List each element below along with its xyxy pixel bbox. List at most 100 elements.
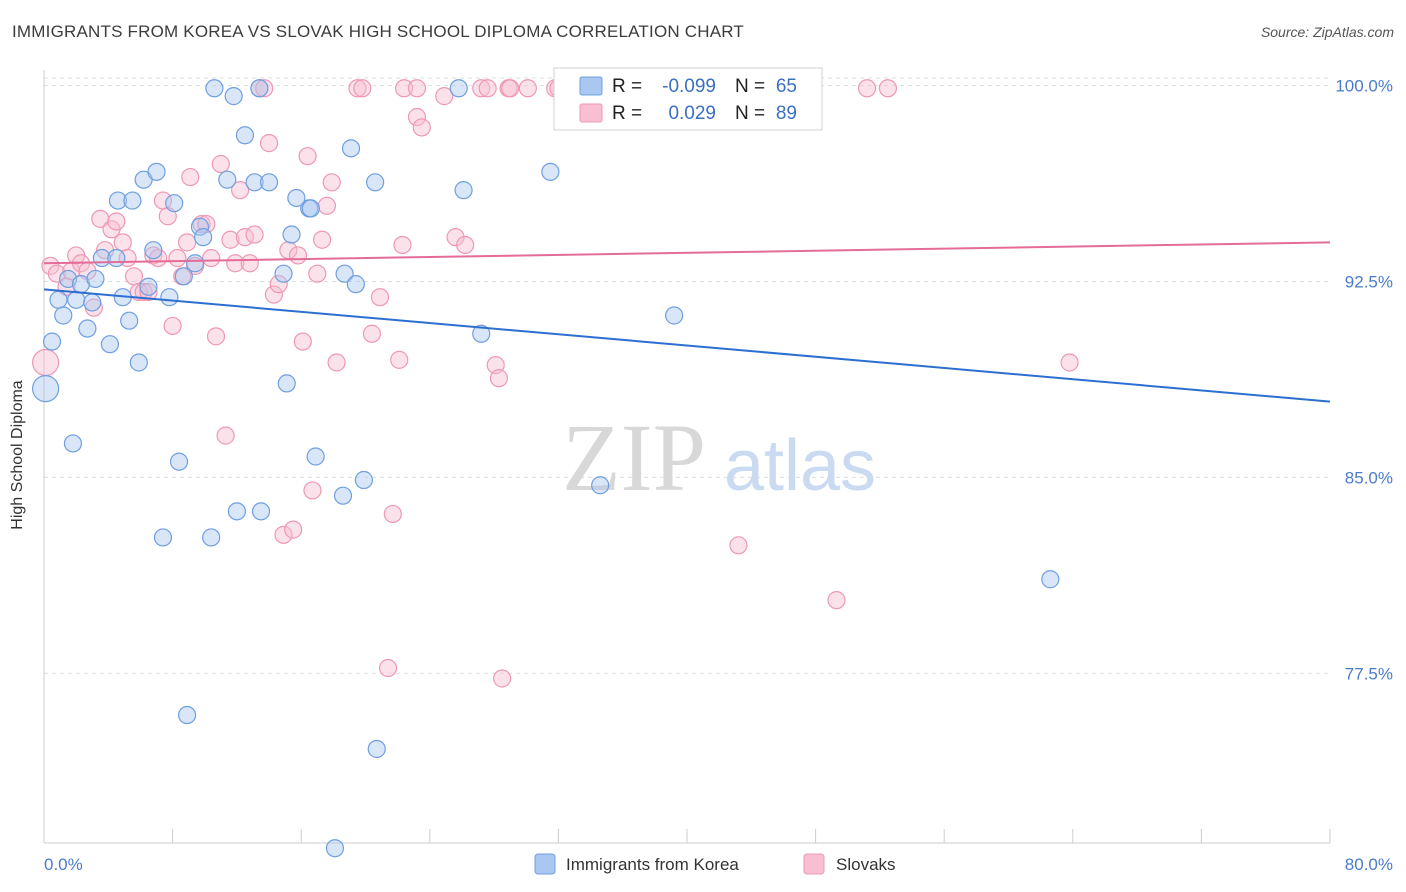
legend-n-label-slovak: N = xyxy=(735,103,765,124)
axes xyxy=(43,70,1331,844)
korea-point xyxy=(67,290,86,309)
slovak-point xyxy=(293,332,312,351)
korea-point xyxy=(108,191,128,210)
series-legend-label-korea[interactable]: Immigrants from Korea xyxy=(566,855,739,874)
slovak-trend-line xyxy=(43,241,1331,265)
korea-point xyxy=(205,79,224,98)
korea-point xyxy=(335,264,354,283)
korea-point xyxy=(54,306,73,325)
slovak-point xyxy=(274,525,293,544)
slovak-point xyxy=(139,282,158,302)
slovak-point xyxy=(124,267,144,286)
korea-point xyxy=(287,188,306,208)
series-legend-swatch-slovak[interactable] xyxy=(803,853,825,875)
slovak-point xyxy=(113,233,132,252)
korea-point xyxy=(218,170,237,189)
korea-point xyxy=(354,470,373,490)
slovak-point xyxy=(378,658,398,678)
series-legend-label-slovak[interactable]: Slovaks xyxy=(836,855,896,874)
korea-point xyxy=(186,254,205,273)
korea-point xyxy=(42,332,62,351)
korea-point xyxy=(277,374,296,393)
slovak-point xyxy=(412,118,431,137)
gridlines xyxy=(44,77,1330,674)
chart-title: IMMIGRANTS FROM KOREA VS SLOVAK HIGH SCH… xyxy=(12,22,745,41)
korea-point xyxy=(367,739,386,759)
slovak-point xyxy=(245,225,264,244)
y-tick-label-0: 100.0% xyxy=(1335,77,1393,96)
korea-point xyxy=(1041,570,1060,589)
korea-point xyxy=(333,486,353,505)
slovak-point xyxy=(878,79,898,98)
korea-point xyxy=(366,173,385,192)
korea-point xyxy=(63,434,83,453)
slovak-point xyxy=(288,246,308,265)
series-legend-swatch-korea[interactable] xyxy=(534,853,556,875)
slovak-point xyxy=(390,350,409,369)
slovak-point xyxy=(472,79,491,98)
slovak-point xyxy=(489,369,509,388)
korea-point xyxy=(78,319,97,338)
slovak-point xyxy=(202,248,221,268)
slovak-point xyxy=(456,235,475,255)
slovak-point xyxy=(226,254,245,273)
slovak-point xyxy=(729,536,748,555)
korea-point xyxy=(83,293,102,312)
slovak-point xyxy=(370,288,390,307)
slovak-point xyxy=(134,282,153,302)
korea-point xyxy=(100,335,120,354)
slovak-point xyxy=(308,264,327,283)
korea-point xyxy=(107,248,126,268)
legend-r-value-korea: -0.099 xyxy=(662,76,716,97)
legend-swatch-slovak xyxy=(579,103,603,123)
slovak-point xyxy=(407,107,427,127)
korea-point xyxy=(282,225,301,244)
korea-point xyxy=(341,139,361,158)
slovak-point xyxy=(221,230,240,249)
korea-point xyxy=(129,353,148,372)
y-tick-label-3: 77.5% xyxy=(1345,664,1393,683)
slovak-point xyxy=(168,248,187,268)
y-tick-label-2: 85.0% xyxy=(1345,468,1393,487)
slovak-point xyxy=(177,233,197,252)
series-legend: Immigrants from Korea Slovaks xyxy=(534,853,896,875)
slovak-point xyxy=(1060,353,1079,372)
korea-point xyxy=(245,173,264,192)
korea-point xyxy=(177,705,197,725)
korea-point xyxy=(49,290,68,309)
slovak-point xyxy=(312,230,332,249)
legend-n-value-korea: 65 xyxy=(776,76,797,97)
tick-labels: 100.0% 92.5% 85.0% 77.5% 0.0% 80.0% xyxy=(44,77,1393,874)
y-tick-label-1: 92.5% xyxy=(1345,273,1393,292)
korea-point xyxy=(665,306,684,325)
slovak-point xyxy=(163,316,182,336)
slovak-point xyxy=(383,504,402,524)
slovak-point xyxy=(501,79,520,98)
korea-point xyxy=(250,79,269,98)
slovak-point xyxy=(211,154,230,174)
slovak-point xyxy=(47,264,66,283)
korea-point xyxy=(346,275,365,294)
slovak-point xyxy=(206,327,226,346)
slovak-point xyxy=(303,481,322,500)
korea-point xyxy=(144,241,163,260)
korea-point xyxy=(541,162,560,181)
slovak-point xyxy=(322,173,341,192)
slovak-point xyxy=(317,196,337,215)
korea-point xyxy=(86,269,105,289)
slovak-point xyxy=(269,275,288,294)
slovak-point xyxy=(216,426,235,445)
korea-points xyxy=(32,79,1060,858)
slovak-point xyxy=(478,79,497,98)
x-tick-label-min: 0.0% xyxy=(44,855,83,874)
slovak-point xyxy=(857,79,877,98)
korea-point xyxy=(153,528,173,547)
korea-point xyxy=(139,277,158,296)
legend-n-label-korea: N = xyxy=(735,76,765,97)
slovak-point xyxy=(255,79,274,98)
slovak-point xyxy=(407,79,427,98)
korea-point xyxy=(169,452,189,471)
korea-point xyxy=(259,173,279,192)
stats-legend: R = -0.099 N = 65 R = 0.029 N = 89 xyxy=(553,67,823,131)
korea-point xyxy=(174,267,193,286)
